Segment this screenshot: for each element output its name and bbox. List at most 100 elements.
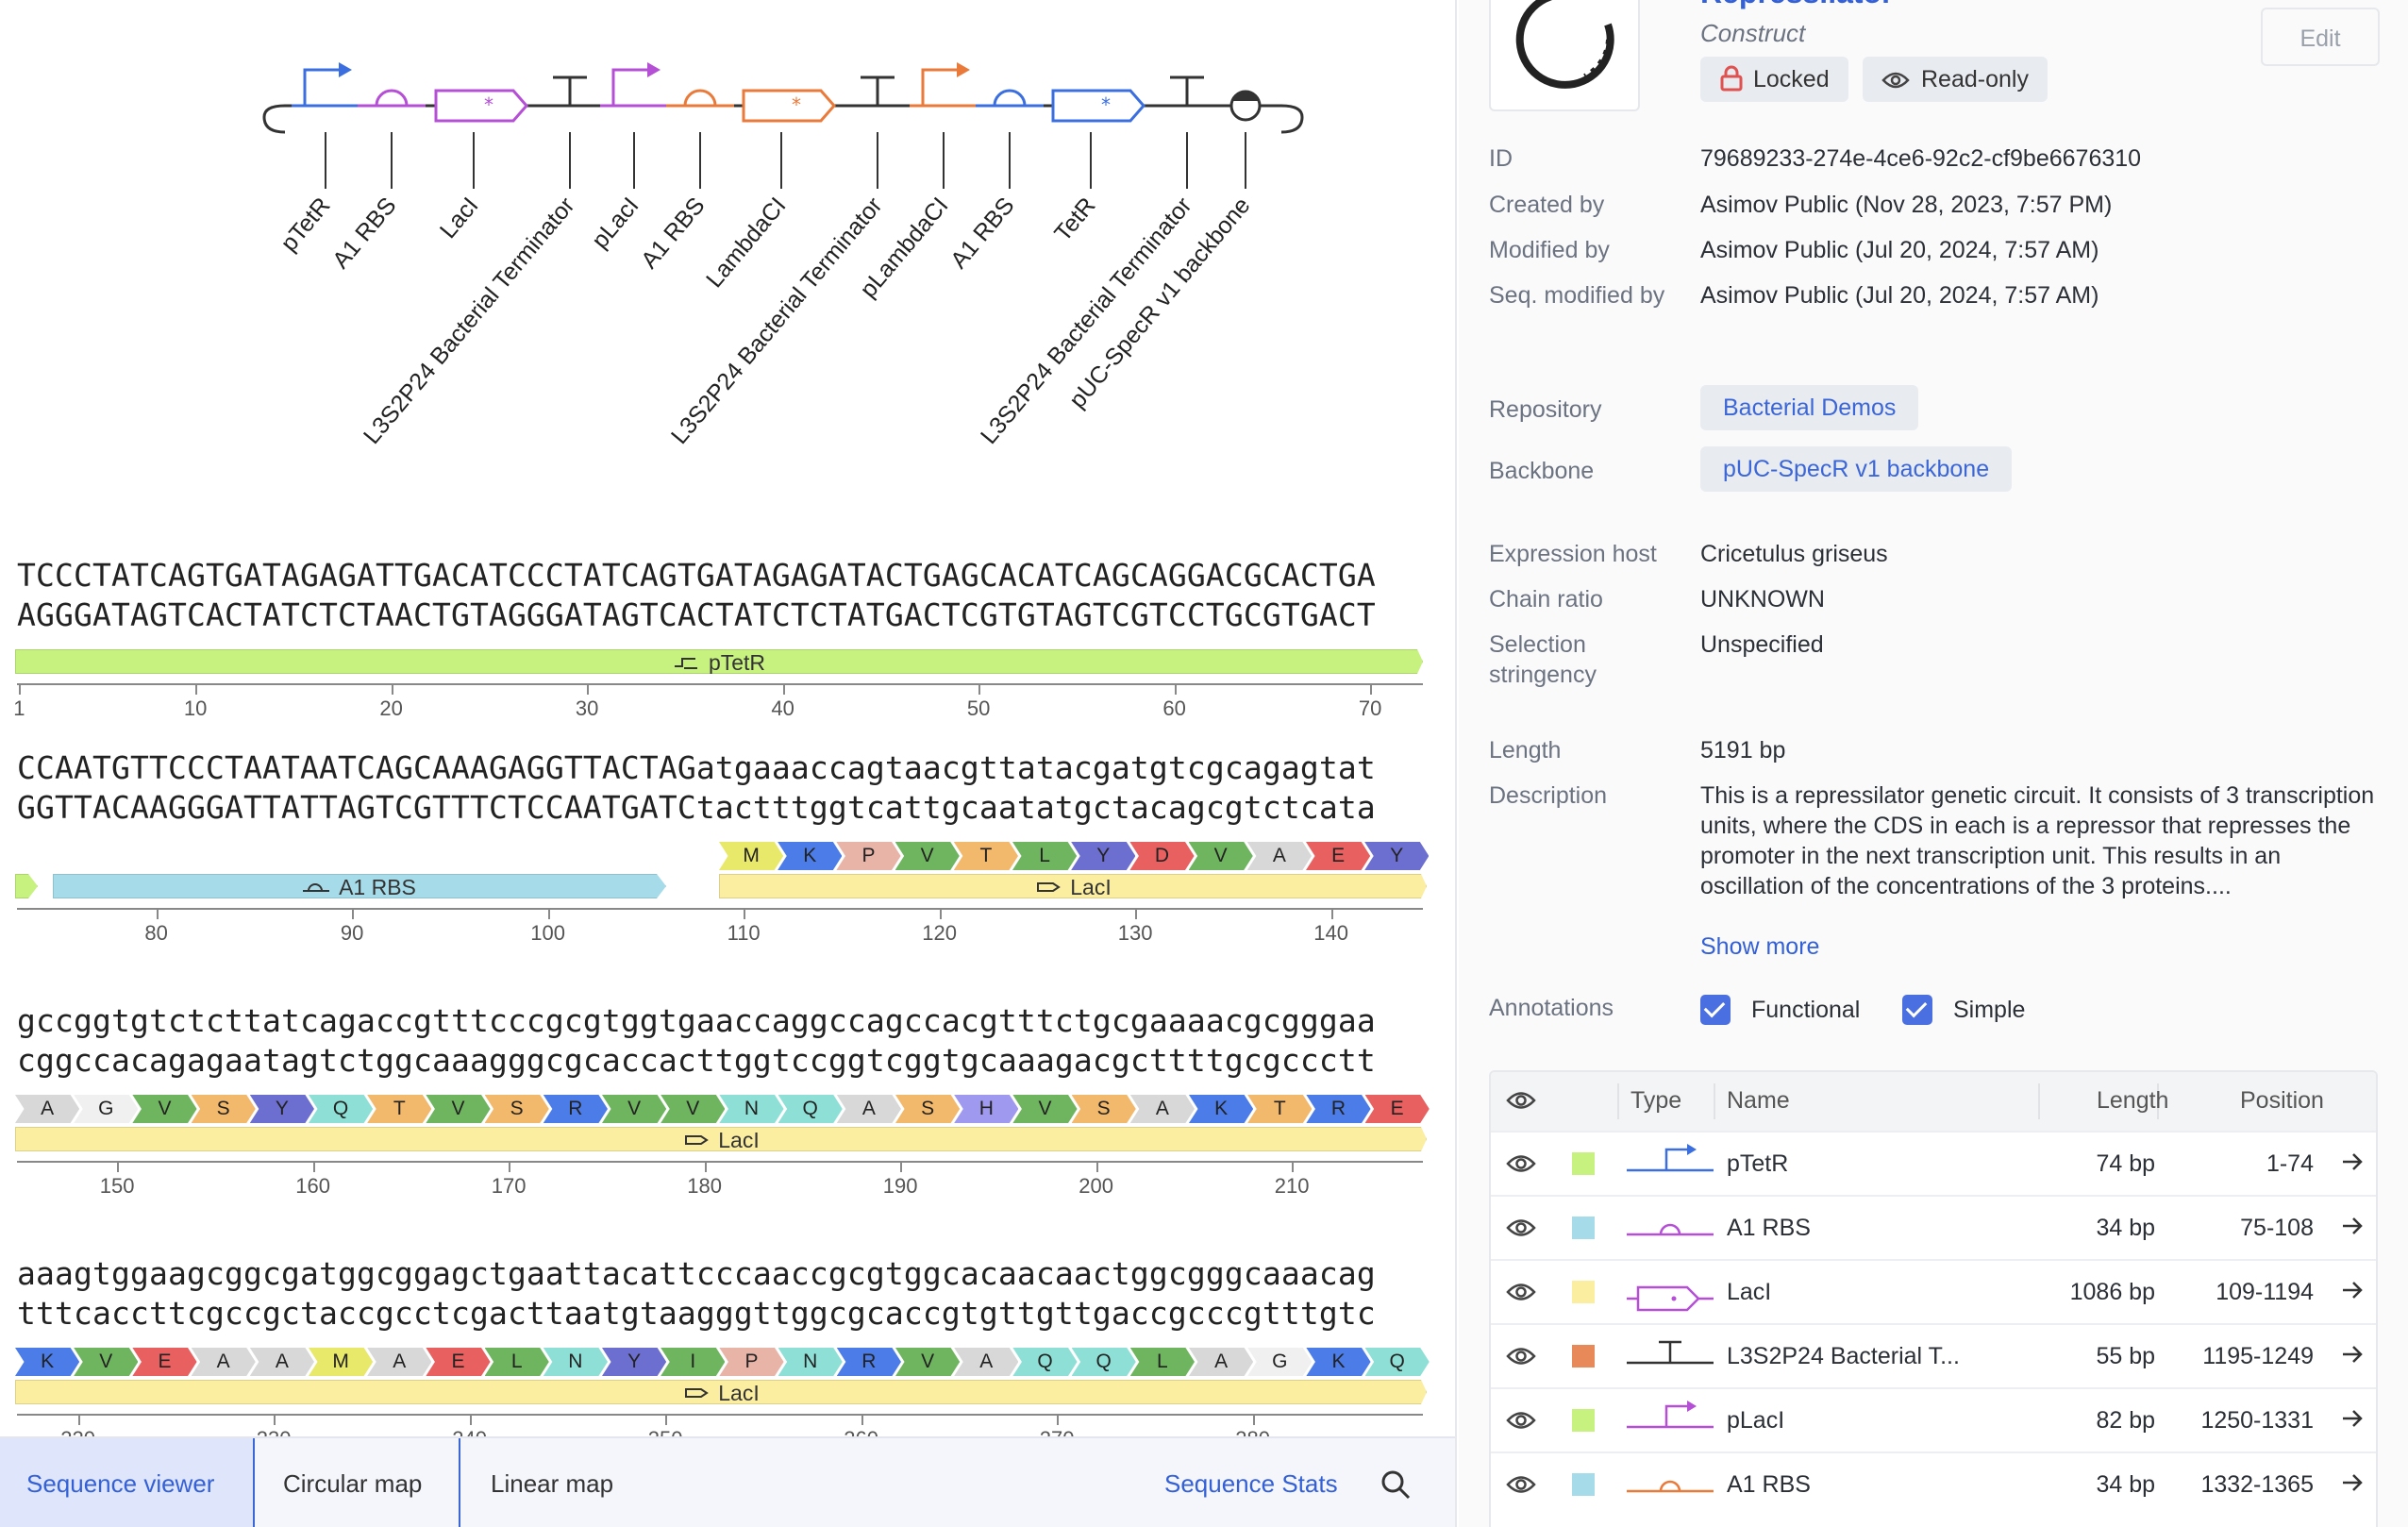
eye-icon[interactable] [1506, 1152, 1536, 1175]
construct-title[interactable]: Repressilator [1700, 0, 1894, 11]
eye-icon[interactable] [1506, 1281, 1536, 1303]
forward-strand[interactable]: aaagtggaagcggcgatggcggagctgaattacattccca… [17, 1255, 1376, 1292]
amino-acid[interactable]: M [309, 1348, 374, 1376]
forward-strand[interactable]: gccggtgtctcttatcagaccgtttcccgcgtggtgaacc… [17, 1002, 1376, 1039]
arrow-right-icon[interactable] [2340, 1342, 2365, 1367]
amino-acid[interactable]: T [953, 842, 1018, 870]
amino-acid[interactable]: P [836, 842, 901, 870]
amino-acid[interactable]: L [484, 1348, 549, 1376]
feature-bar[interactable]: A1 RBS [53, 874, 666, 898]
column-header-length[interactable]: Length [2097, 1087, 2169, 1114]
amino-acid[interactable]: K [778, 842, 843, 870]
amino-acid[interactable]: E [426, 1348, 491, 1376]
feature-bar[interactable]: LacI [15, 1380, 1427, 1404]
amino-acid[interactable]: V [895, 842, 960, 870]
tab-circular-map[interactable]: Circular map [283, 1469, 423, 1498]
amino-acid[interactable]: R [836, 1348, 901, 1376]
amino-acid[interactable]: N [778, 1348, 843, 1376]
amino-acid[interactable]: K [1306, 1348, 1371, 1376]
amino-acid[interactable]: G [1247, 1348, 1313, 1376]
reverse-strand[interactable]: GGTTACAAGGGATTATTAGTCGTTTCTCCAATGATCtact… [17, 789, 1376, 826]
amino-acid[interactable]: E [132, 1348, 197, 1376]
arrow-right-icon[interactable] [2340, 1214, 2365, 1238]
amino-acid[interactable]: N [543, 1348, 608, 1376]
table-row[interactable]: L3S2P24 Bacterial T... 55 bp 1195-1249 [1491, 1323, 2376, 1387]
amino-acid[interactable]: A [249, 1348, 314, 1376]
amino-acid[interactable]: Q [1012, 1348, 1078, 1376]
amino-acid[interactable]: A [1129, 1095, 1195, 1123]
amino-acid[interactable]: M [719, 842, 784, 870]
amino-acid[interactable]: V [895, 1348, 961, 1376]
amino-acid[interactable]: S [895, 1095, 961, 1123]
amino-acid[interactable]: N [719, 1095, 784, 1123]
amino-acid[interactable]: Q [1071, 1348, 1136, 1376]
amino-acid[interactable]: V [602, 1095, 667, 1123]
amino-acid[interactable]: G [74, 1095, 139, 1123]
simple-checkbox[interactable] [1902, 995, 1932, 1025]
column-header-position[interactable]: Position [2240, 1087, 2324, 1114]
column-header-type[interactable]: Type [1630, 1087, 1682, 1114]
amino-acid[interactable]: E [1364, 1095, 1430, 1123]
amino-acid[interactable]: V [74, 1348, 139, 1376]
sequence-stats-link[interactable]: Sequence Stats [1164, 1469, 1338, 1498]
reverse-strand[interactable]: cggccacagagaatagtctggcaaagggcgcaccacttgg… [17, 1042, 1376, 1079]
amino-acid[interactable]: A [15, 1095, 80, 1123]
backbone-chip[interactable]: pUC-SpecR v1 backbone [1700, 446, 2013, 492]
show-more-link[interactable]: Show more [1700, 933, 1820, 960]
map-part-terminator[interactable]: L3S2P24 Bacterial Terminator [359, 76, 604, 449]
amino-acid[interactable]: S [1071, 1095, 1136, 1123]
amino-acid[interactable]: A [1246, 842, 1312, 870]
amino-acid[interactable]: Y [602, 1348, 667, 1376]
search-icon[interactable] [1380, 1468, 1412, 1501]
amino-acid[interactable]: P [719, 1348, 784, 1376]
amino-acid[interactable]: T [1247, 1095, 1313, 1123]
eye-icon[interactable] [1506, 1217, 1536, 1239]
arrow-right-icon[interactable] [2340, 1406, 2365, 1431]
arrow-right-icon[interactable] [2340, 1149, 2365, 1174]
table-row[interactable]: pLacI 82 bp 1250-1331 [1491, 1387, 2376, 1451]
amino-acid[interactable]: R [1306, 1095, 1371, 1123]
map-part-origin[interactable]: pUC-SpecR v1 backbone [1064, 90, 1279, 413]
amino-acid[interactable]: E [1306, 842, 1371, 870]
feature-bar[interactable]: pTetR [15, 649, 1423, 674]
map-part-cds[interactable]: * LacI [434, 89, 528, 243]
amino-acid[interactable]: D [1129, 842, 1195, 870]
table-row[interactable]: A1 RBS 34 bp 75-108 [1491, 1195, 2376, 1259]
map-part-rbs[interactable]: A1 RBS [327, 89, 426, 274]
map-part-cds[interactable]: * TetR [1049, 89, 1145, 246]
table-row[interactable]: pTetR 74 bp 1-74 [1491, 1131, 2376, 1195]
amino-acid[interactable]: A [836, 1095, 901, 1123]
amino-acid[interactable]: Q [309, 1095, 374, 1123]
amino-acid[interactable]: A [1189, 1348, 1254, 1376]
amino-acid[interactable]: S [191, 1095, 256, 1123]
forward-strand[interactable]: TCCCTATCAGTGATAGAGATTGACATCCCTATCAGTGATA… [17, 557, 1376, 594]
functional-checkbox[interactable] [1700, 995, 1731, 1025]
amino-acid[interactable]: A [954, 1348, 1019, 1376]
amino-acid[interactable]: H [954, 1095, 1019, 1123]
map-part-promoter[interactable]: pLacI [587, 62, 668, 254]
column-header-name[interactable]: Name [1727, 1087, 1790, 1114]
amino-acid[interactable]: K [1189, 1095, 1254, 1123]
visibility-all-icon[interactable] [1506, 1089, 1536, 1112]
amino-acid[interactable]: Y [1071, 842, 1136, 870]
amino-acid[interactable]: L [1012, 842, 1078, 870]
repository-chip[interactable]: Bacterial Demos [1700, 385, 1919, 430]
tab-sequence-viewer[interactable]: Sequence viewer [0, 1438, 253, 1527]
map-part-rbs[interactable]: A1 RBS [636, 89, 734, 274]
forward-strand[interactable]: CCAATGTTCCCTAATAATCAGCAAAGAGGTTACTAGatga… [17, 749, 1376, 786]
amino-acid[interactable]: A [191, 1348, 256, 1376]
amino-acid[interactable]: T [367, 1095, 432, 1123]
eye-icon[interactable] [1506, 1473, 1536, 1496]
amino-acid[interactable]: V [1012, 1095, 1078, 1123]
amino-acid[interactable]: L [1129, 1348, 1195, 1376]
tab-linear-map[interactable]: Linear map [491, 1469, 614, 1498]
amino-acid[interactable]: Q [1364, 1348, 1430, 1376]
reverse-strand[interactable]: tttcaccttcgccgctaccgcctcgacttaatgtaagggt… [17, 1295, 1376, 1332]
table-row[interactable]: LacI 1086 bp 109-1194 [1491, 1259, 2376, 1323]
amino-acid[interactable]: S [484, 1095, 549, 1123]
amino-acid[interactable]: Y [249, 1095, 314, 1123]
arrow-right-icon[interactable] [2340, 1278, 2365, 1302]
amino-acid[interactable]: Y [1364, 842, 1430, 870]
feature-bar[interactable]: LacI [15, 1127, 1427, 1151]
amino-acid[interactable]: A [367, 1348, 432, 1376]
